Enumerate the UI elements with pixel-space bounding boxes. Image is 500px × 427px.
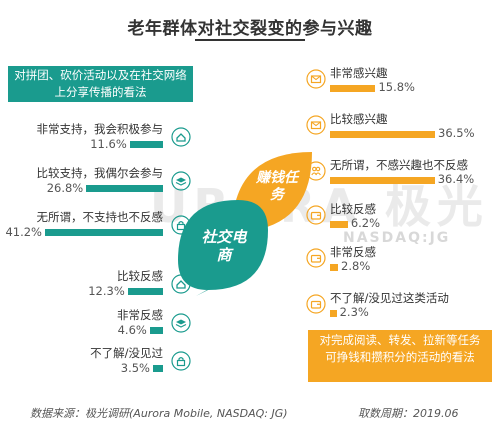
footer-source: 数据来源：极光调研(Aurora Mobile, NASDAQ: JG): [30, 407, 288, 420]
left-bar: [129, 141, 163, 148]
mail-icon: [306, 69, 326, 89]
right-category-label: 非常感兴趣: [330, 66, 388, 80]
left-chart-heading: 对拼团、砍价活动以及在社交网络上分享传播的看法: [8, 66, 193, 102]
mail-icon: [306, 115, 326, 135]
left-bar: [152, 365, 163, 372]
right-bar: [330, 264, 339, 271]
lock-icon: [171, 215, 191, 235]
left-percent-label: 11.6%: [90, 137, 127, 151]
left-percent-label: 12.3%: [88, 284, 125, 298]
left-bar: [149, 327, 163, 334]
people-icon: [306, 161, 326, 181]
right-bar: [330, 221, 348, 228]
left-percent-label: 26.8%: [46, 181, 84, 195]
layers-icon: [171, 171, 191, 191]
right-percent-label: 6.2%: [350, 216, 381, 230]
left-category-label: 比较支持，我偶尔会参与: [36, 166, 164, 180]
right-percent-label: 36.5%: [438, 126, 475, 140]
right-category-label: 无所谓，不感兴趣也不反感: [330, 158, 468, 172]
right-category-label: 比较反感: [330, 202, 376, 216]
right-category-label: 比较感兴趣: [330, 112, 388, 126]
right-percent-label: 15.8%: [378, 80, 415, 94]
left-percent-label: 41.2%: [5, 225, 42, 239]
left-percent-label: 3.5%: [120, 361, 150, 375]
watermark-sub: NASDAQ:JG: [343, 230, 451, 246]
left-percent-label: 4.6%: [117, 323, 147, 337]
left-bar: [127, 288, 163, 295]
social-bubble-tail: [196, 286, 214, 296]
right-category-label: 不了解/没见过这类活动: [330, 291, 449, 305]
left-category-label: 不了解/没见过: [90, 346, 163, 360]
right-bar: [330, 131, 435, 138]
title-underline: [195, 39, 305, 41]
right-bar: [330, 85, 376, 92]
right-percent-label: 2.3%: [339, 305, 369, 319]
footer-period: 取数周期：2019.06: [358, 407, 459, 420]
home-icon: [171, 274, 191, 294]
left-category-label: 无所谓，不支持也不反感: [36, 210, 164, 224]
right-bar: [330, 177, 435, 184]
home-icon: [171, 127, 191, 147]
lock-icon: [171, 351, 191, 371]
right-chart-heading: 对完成阅读、转发、拉新等任务可挣钱和攒积分的活动的看法: [308, 330, 492, 382]
left-category-label: 非常支持，我会积极参与: [36, 122, 164, 136]
wallet-icon: [306, 248, 326, 268]
left-bar: [86, 185, 163, 192]
page-title: 老年群体对社交裂变的参与兴趣: [127, 19, 373, 39]
earn-bubble-label: 赚钱任务: [256, 170, 298, 203]
right-category-label: 非常反感: [330, 245, 376, 259]
layers-icon: [171, 313, 191, 333]
social-bubble-label: 社交电商: [201, 228, 247, 264]
left-category-label: 非常反感: [117, 308, 163, 322]
wallet-icon: [306, 294, 326, 314]
right-percent-label: 36.4%: [437, 172, 475, 186]
right-bar: [330, 310, 337, 317]
wallet-icon: [306, 205, 326, 225]
left-bar: [45, 229, 163, 236]
left-category-label: 比较反感: [117, 269, 163, 283]
right-percent-label: 2.8%: [341, 259, 371, 273]
